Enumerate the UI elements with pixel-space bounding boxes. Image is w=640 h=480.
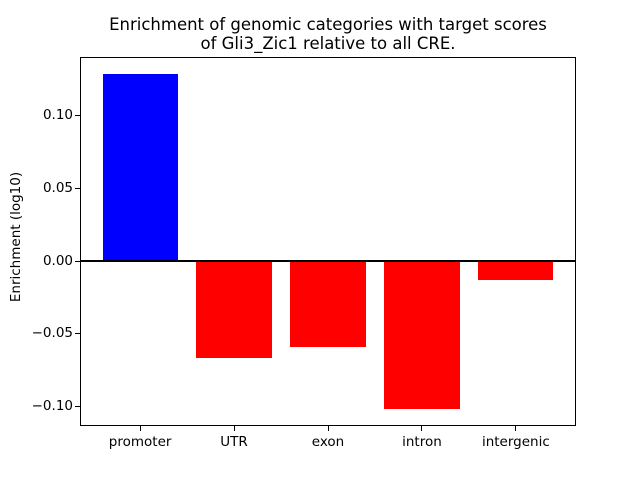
zero-line xyxy=(80,260,576,263)
bar-intergenic xyxy=(478,261,554,280)
x-tick-mark xyxy=(421,426,423,431)
y-tick-label: 0.00 xyxy=(42,252,73,269)
y-tick-label: −0.05 xyxy=(31,325,73,342)
y-tick-label: −0.10 xyxy=(31,397,73,414)
x-tick-mark xyxy=(515,426,517,431)
bar-promoter xyxy=(102,73,178,262)
y-tick-mark xyxy=(75,405,80,407)
bar-UTR xyxy=(196,261,272,359)
y-tick-mark xyxy=(75,188,80,190)
y-tick-mark xyxy=(75,115,80,117)
y-tick-mark xyxy=(75,333,80,335)
chart-title: Enrichment of genomic categories with ta… xyxy=(109,15,547,53)
x-tick-label-intron: intron xyxy=(402,434,442,450)
x-tick-mark xyxy=(139,426,141,431)
x-tick-mark xyxy=(327,426,329,431)
y-tick-mark xyxy=(75,260,80,262)
y-tick-label: 0.05 xyxy=(42,180,73,197)
x-tick-label-UTR: UTR xyxy=(220,434,248,450)
x-tick-label-exon: exon xyxy=(311,434,345,450)
x-tick-mark xyxy=(233,426,235,431)
y-tick-label: 0.10 xyxy=(42,107,73,124)
x-tick-label-promoter: promoter xyxy=(108,434,172,450)
bar-intron xyxy=(384,261,460,410)
bar-exon xyxy=(290,261,366,347)
x-tick-label-intergenic: intergenic xyxy=(481,434,550,450)
